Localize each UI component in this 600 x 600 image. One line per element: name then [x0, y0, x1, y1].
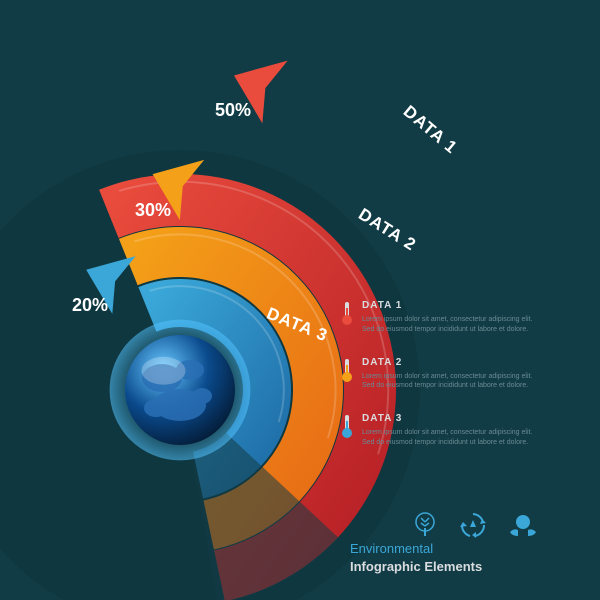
thermometer-icon	[340, 413, 354, 439]
footer-icons	[410, 510, 540, 540]
legend-body-2: Lorem ipsum dolor sit amet, consectetur …	[362, 372, 540, 392]
infographic-canvas: 50% 30% 20% DATA 1 DATA 2 DATA 3 DATA 1 …	[0, 0, 600, 600]
tree-icon	[410, 510, 440, 540]
legend-body-3: Lorem ipsum dolor sit amet, consectetur …	[362, 428, 540, 448]
thermometer-icon	[340, 300, 354, 326]
legend: DATA 1 Lorem ipsum dolor sit amet, conse…	[340, 300, 540, 470]
footer-line2: Infographic Elements	[350, 559, 482, 574]
pct-label-inner: 20%	[72, 295, 108, 316]
legend-item-2: DATA 2 Lorem ipsum dolor sit amet, conse…	[340, 357, 540, 392]
recycle-icon	[458, 510, 488, 540]
legend-item-3: DATA 3 Lorem ipsum dolor sit amet, conse…	[340, 413, 540, 448]
pct-label-middle: 30%	[135, 200, 171, 221]
legend-item-1: DATA 1 Lorem ipsum dolor sit amet, conse…	[340, 300, 540, 335]
thermometer-icon	[340, 357, 354, 383]
pct-label-outer: 50%	[215, 100, 251, 121]
globe-icon	[110, 320, 251, 461]
legend-title-3: DATA 3	[362, 413, 540, 424]
footer-line1: Environmental	[350, 541, 433, 556]
legend-title-1: DATA 1	[362, 300, 540, 311]
hands-globe-icon	[506, 510, 540, 540]
footer-title: Environmental Infographic Elements	[350, 540, 540, 576]
legend-body-1: Lorem ipsum dolor sit amet, consectetur …	[362, 315, 540, 335]
legend-title-2: DATA 2	[362, 357, 540, 368]
